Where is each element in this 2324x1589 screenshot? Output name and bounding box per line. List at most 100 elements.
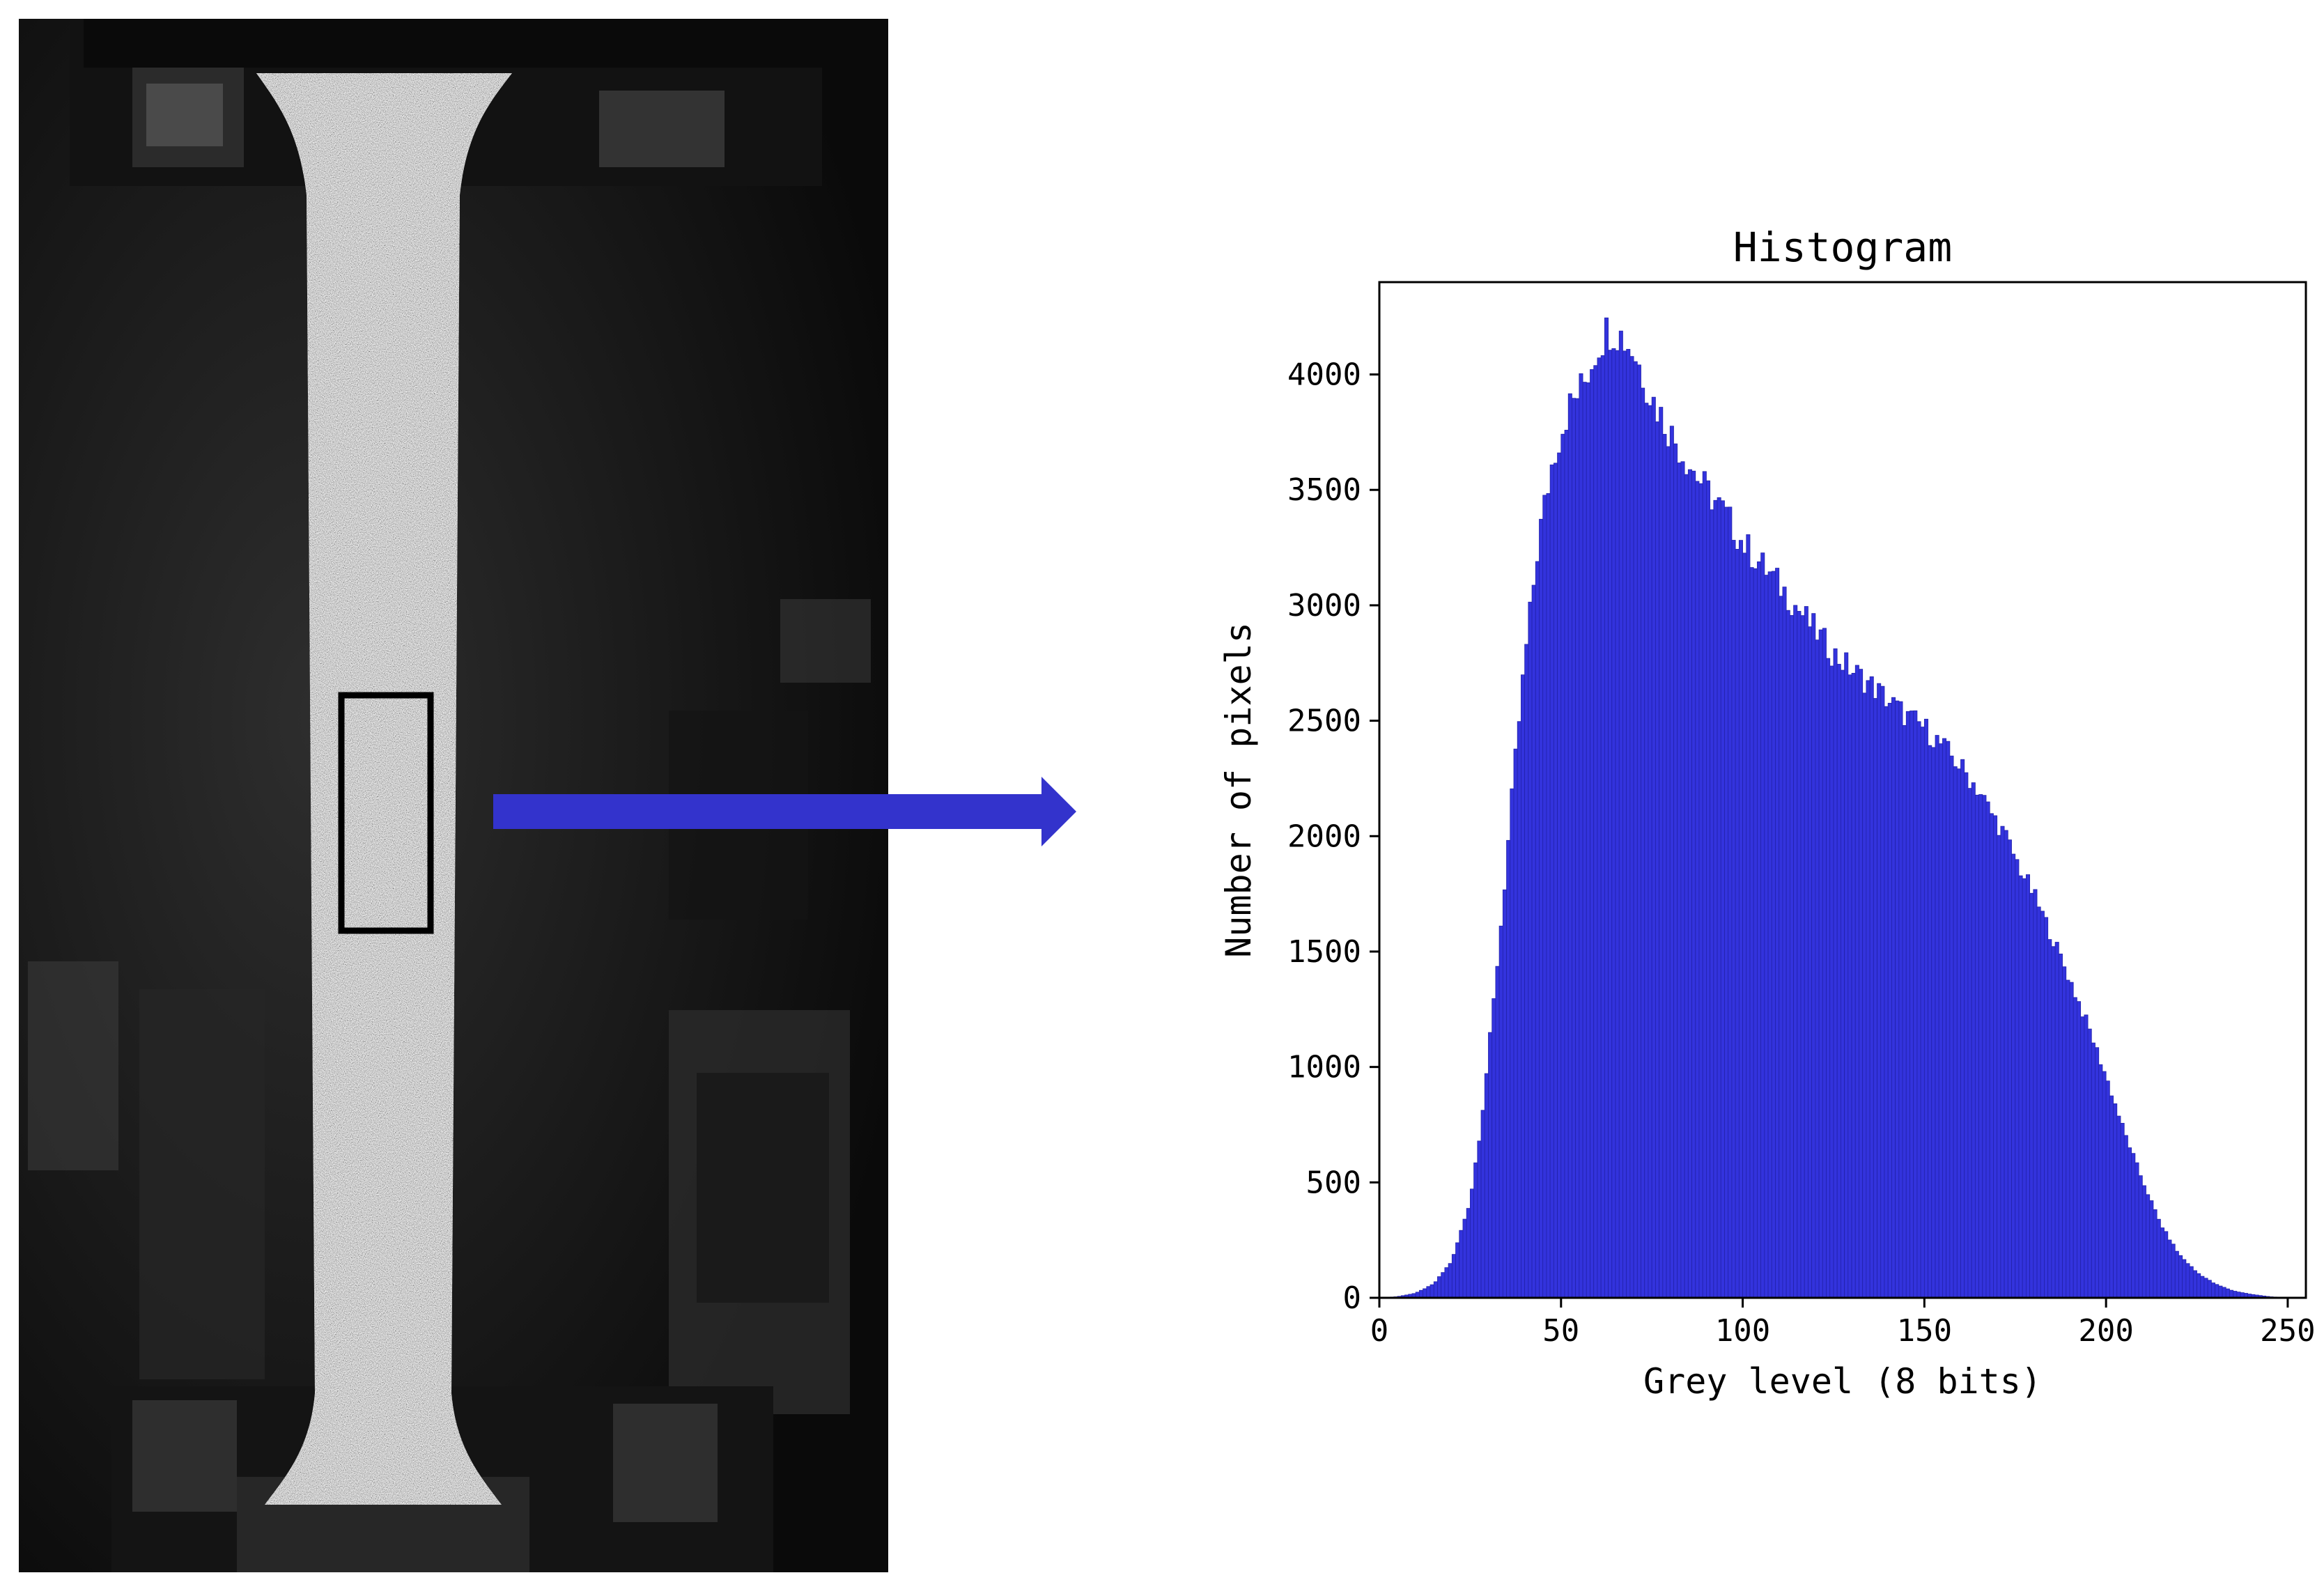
histogram-bar [1444, 1267, 1449, 1299]
histogram-bar [1418, 1289, 1423, 1299]
histogram-bar [1713, 499, 1718, 1299]
histogram-bar [1579, 373, 1583, 1299]
x-tick-label: 100 [1715, 1313, 1770, 1349]
histogram-bar [2135, 1162, 2139, 1299]
histogram-bar [2156, 1218, 2161, 1299]
histogram-bar [1989, 813, 1994, 1299]
histogram-bar [1978, 794, 1983, 1299]
histogram-bar [1437, 1276, 1442, 1299]
histogram-bar [1826, 658, 1831, 1299]
histogram-bar [1851, 672, 1856, 1299]
histogram-bar [1680, 461, 1685, 1299]
x-tick-label: 200 [2078, 1313, 2133, 1349]
histogram-bar [2058, 953, 2063, 1299]
histogram-bar [2062, 966, 2067, 1299]
roi-rectangle [338, 692, 434, 934]
histogram-bar [1477, 1140, 1482, 1299]
histogram-bar [2171, 1243, 2176, 1299]
histogram-bar [1818, 629, 1823, 1299]
histogram-bar [1513, 748, 1518, 1299]
histogram-bar [1677, 463, 1682, 1299]
histogram-bar [1560, 433, 1565, 1299]
histogram-bar [2128, 1147, 2132, 1299]
histogram-bar [1459, 1230, 1464, 1299]
histogram-bar [2011, 853, 2016, 1299]
histogram-bar [1600, 355, 1605, 1299]
histogram-bar [1746, 534, 1751, 1299]
y-tick-label: 3500 [1287, 472, 1361, 508]
histogram-bar [1495, 966, 1500, 1299]
histogram-bar [1967, 788, 1972, 1299]
histogram-bar [1757, 561, 1762, 1299]
histogram-bar [2029, 892, 2034, 1299]
chart-title: Histogram [1733, 224, 1952, 271]
histogram-bar [1480, 1110, 1485, 1299]
histogram-bar [2047, 939, 2052, 1299]
histogram-bar [1953, 766, 1958, 1299]
histogram-bar [1433, 1281, 1438, 1299]
histogram-bar [1913, 710, 1918, 1299]
y-tick-label: 2000 [1287, 819, 1361, 854]
histogram-bar [2141, 1185, 2146, 1299]
histogram-bar [2200, 1276, 2205, 1299]
histogram-bar [2015, 859, 2020, 1299]
histogram-bar [1466, 1208, 1471, 1299]
histogram-bar [1710, 509, 1714, 1299]
histogram-bar [1862, 692, 1867, 1299]
histogram-bar [1880, 685, 1885, 1299]
histogram-bar [1887, 702, 1892, 1299]
histogram-bar [1931, 747, 1936, 1299]
histogram-bar [2018, 875, 2023, 1299]
histogram-bar [1898, 701, 1903, 1299]
histogram-bar [1593, 365, 1598, 1299]
histogram-bar [1753, 568, 1758, 1299]
histogram-bar [1760, 552, 1765, 1299]
histogram-bar [1946, 741, 1951, 1299]
histogram-bar [1572, 398, 1577, 1299]
histogram-bar [1742, 552, 1747, 1299]
histogram-bar [1590, 369, 1595, 1299]
histogram-bar [1779, 596, 1783, 1299]
histogram-bar [1441, 1272, 1446, 1299]
histogram-bar [1706, 480, 1711, 1299]
histogram-bar [2073, 997, 2077, 1299]
y-tick-label: 3000 [1287, 588, 1361, 623]
histogram-bar [1648, 405, 1652, 1299]
histogram-bar [1782, 587, 1787, 1299]
histogram-bar [1430, 1284, 1434, 1299]
histogram-bar [1724, 506, 1729, 1299]
plot-frame [1378, 281, 2307, 1299]
histogram-bar [2207, 1280, 2212, 1299]
histogram-bar [1423, 1288, 1427, 1299]
histogram-bar [2203, 1278, 2208, 1299]
histogram-bar [1793, 605, 1798, 1299]
histogram-bar [1597, 357, 1602, 1299]
y-tick-label: 4000 [1287, 357, 1361, 393]
histogram-bar [1633, 361, 1638, 1299]
histogram-bar [2025, 874, 2031, 1299]
histogram-bar [1695, 481, 1700, 1299]
histogram-bar [1659, 407, 1664, 1299]
histogram-bar [1473, 1162, 1478, 1299]
histogram-bar [2189, 1266, 2194, 1299]
histogram-bar [1662, 433, 1667, 1299]
histogram-bar [1644, 403, 1649, 1299]
histogram-bar [2080, 1016, 2085, 1299]
y-tick-label: 500 [1306, 1165, 1361, 1200]
histogram-bar [1920, 727, 1925, 1299]
histogram-bar [1815, 640, 1820, 1299]
histogram-bar [1902, 724, 1907, 1299]
histogram-bar [1731, 540, 1736, 1299]
histogram-bar [1629, 356, 1634, 1299]
histogram-bar [1971, 782, 1976, 1299]
histogram-bar [1997, 835, 2001, 1299]
histogram-bar [2182, 1259, 2187, 1299]
histogram-bar [2069, 982, 2074, 1299]
histogram-bar [1854, 665, 1859, 1299]
histogram-bar [1615, 350, 1620, 1299]
histogram-bar [1800, 615, 1805, 1299]
histogram-bar [1909, 711, 1914, 1299]
histogram-bar [1949, 755, 1954, 1299]
histogram-bar [1608, 350, 1613, 1299]
histogram-bar [1877, 683, 1882, 1299]
